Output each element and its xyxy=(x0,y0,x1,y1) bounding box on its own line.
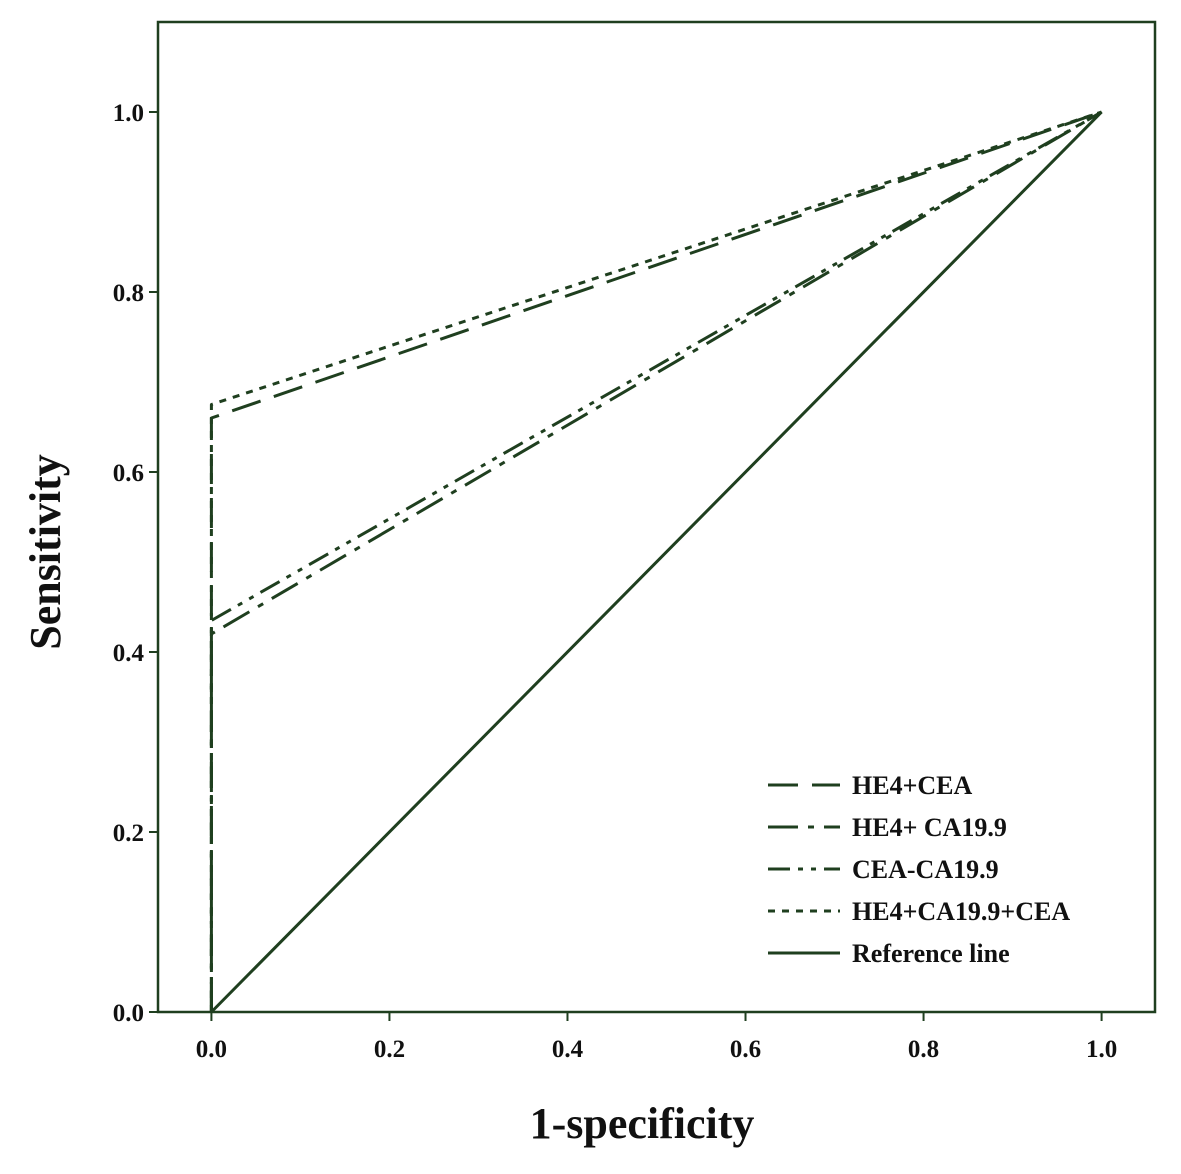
y-tick-label-2: 0.4 xyxy=(113,640,145,667)
axis-ticks xyxy=(149,111,1103,1021)
legend-label-he4-ca19-9: HE4+ CA19.9 xyxy=(852,813,1007,842)
x-tick-label-1: 0.2 xyxy=(374,1036,405,1063)
y-tick-label-5: 1.0 xyxy=(113,100,144,127)
x-axis-title: 1-specificity xyxy=(530,1099,755,1148)
y-tick-label-3: 0.6 xyxy=(113,460,144,487)
x-tick-label-0: 0.0 xyxy=(196,1036,227,1063)
y-tick-label-4: 0.8 xyxy=(113,280,144,307)
series-line-reference-line xyxy=(210,110,1103,1014)
legend-label-cea-ca19-9: CEA-CA19.9 xyxy=(852,855,999,884)
x-tick-label-2: 0.4 xyxy=(552,1036,584,1063)
series-lines xyxy=(209,110,1103,1014)
legend-label-reference-line: Reference line xyxy=(852,939,1010,968)
y-tick-label-0: 0.0 xyxy=(113,1000,144,1027)
y-axis-title: Sensitivity xyxy=(21,454,70,650)
y-tick-label-1: 0.2 xyxy=(113,820,144,847)
x-tick-label-5: 1.0 xyxy=(1086,1036,1117,1063)
legend-label-he4-cea: HE4+CEA xyxy=(852,771,972,800)
plot-frame xyxy=(156,20,1157,1014)
legend-label-he4-ca19-9-cea: HE4+CA19.9+CEA xyxy=(852,897,1070,926)
legend: HE4+CEA HE4+ CA19.9 CEA-CA19.9 HE4+CA19.9+C… xyxy=(768,771,1070,968)
tick-labels: 0.0 0.2 0.4 0.6 0.8 1.0 0.0 0.2 0.4 0.6 0.8 1.0 xyxy=(113,100,1117,1063)
x-tick-label-4: 0.8 xyxy=(908,1036,939,1063)
series-line-he4-ca19-9-cea xyxy=(209,110,1103,1012)
x-tick-label-3: 0.6 xyxy=(730,1036,761,1063)
